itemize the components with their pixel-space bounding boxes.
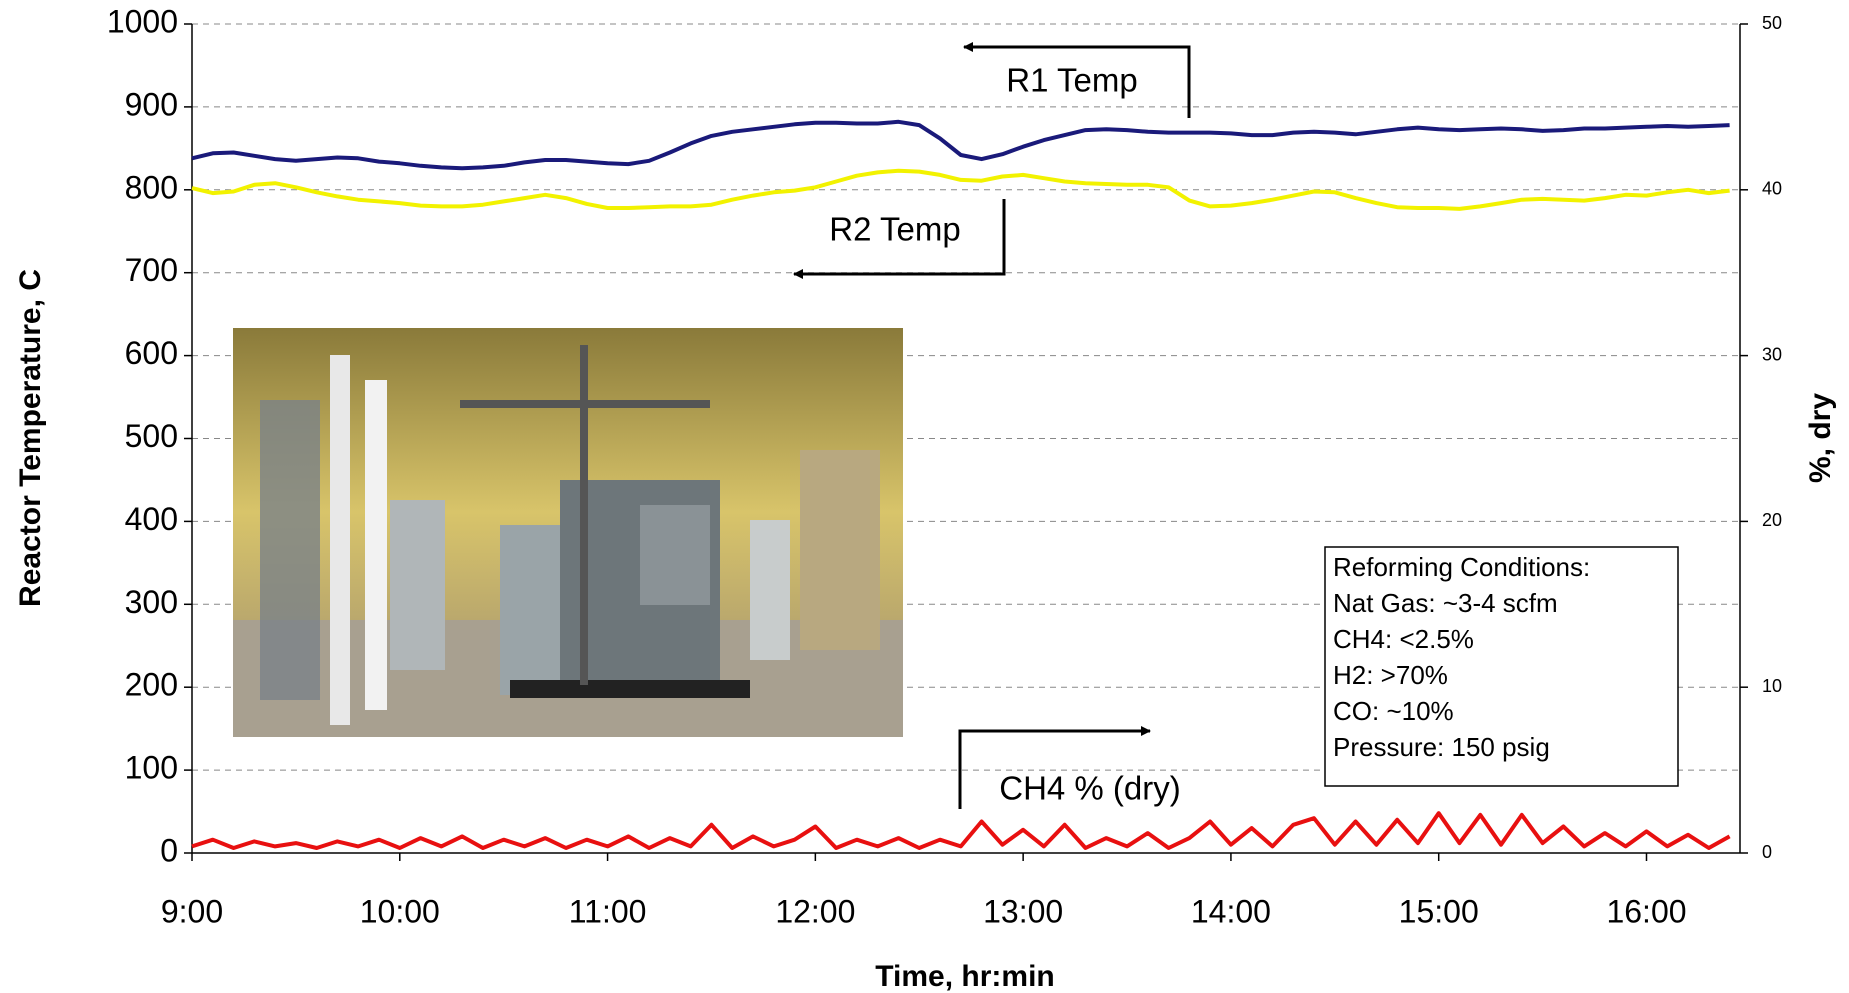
conditions-line: H2: >70% bbox=[1333, 660, 1448, 690]
y-tick-label: 600 bbox=[125, 335, 178, 371]
y-tick-label: 200 bbox=[125, 667, 178, 703]
conditions-line: CH4: <2.5% bbox=[1333, 624, 1474, 654]
conditions-line: Nat Gas: ~3-4 scfm bbox=[1333, 588, 1558, 618]
y-tick-label: 900 bbox=[125, 86, 178, 122]
y-tick-label: 700 bbox=[125, 252, 178, 288]
conditions-line: Pressure: 150 psig bbox=[1333, 732, 1550, 762]
x-tick-label: 12:00 bbox=[775, 893, 855, 929]
series-line bbox=[191, 811, 1731, 850]
y-tick-label: 100 bbox=[125, 750, 178, 786]
y-axis-title: Reactor Temperature, C bbox=[14, 269, 47, 607]
conditions-line: CO: ~10% bbox=[1333, 696, 1454, 726]
y-tick-label: 0 bbox=[160, 832, 178, 868]
x-tick-label: 15:00 bbox=[1399, 893, 1479, 929]
x-tick-label: 10:00 bbox=[360, 893, 440, 929]
y2-tick-label: 10 bbox=[1762, 676, 1782, 696]
y2-tick-label: 30 bbox=[1762, 344, 1782, 364]
series-line bbox=[191, 119, 1730, 171]
x-tick-label: 16:00 bbox=[1606, 893, 1686, 929]
x-tick-label: 11:00 bbox=[569, 893, 647, 929]
x-axis-title: Time, hr:min bbox=[875, 960, 1054, 993]
series-annotation: R1 Temp bbox=[1006, 62, 1137, 99]
y2-tick-label: 0 bbox=[1762, 842, 1772, 862]
series-annotation: R2 Temp bbox=[829, 211, 960, 248]
y-tick-label: 300 bbox=[125, 584, 178, 620]
y2-tick-label: 50 bbox=[1762, 13, 1782, 33]
y-tick-label: 400 bbox=[125, 501, 178, 537]
series-line bbox=[191, 168, 1730, 211]
x-tick-label: 9:00 bbox=[161, 893, 223, 929]
conditions-line: Reforming Conditions: bbox=[1333, 552, 1590, 582]
y-tick-label: 800 bbox=[125, 169, 178, 205]
x-tick-label: 14:00 bbox=[1191, 893, 1271, 929]
y2-tick-label: 20 bbox=[1762, 510, 1782, 530]
y2-axis-title: %, dry bbox=[1804, 393, 1837, 483]
y2-tick-label: 40 bbox=[1762, 179, 1782, 199]
conditions-box bbox=[1324, 546, 1679, 787]
y-tick-label: 500 bbox=[125, 418, 178, 454]
y-tick-label: 1000 bbox=[107, 3, 178, 39]
equipment-photo bbox=[233, 328, 903, 737]
series-annotation: CH4 % (dry) bbox=[999, 770, 1181, 807]
x-tick-label: 13:00 bbox=[983, 893, 1063, 929]
callout-arrows bbox=[793, 42, 1191, 809]
